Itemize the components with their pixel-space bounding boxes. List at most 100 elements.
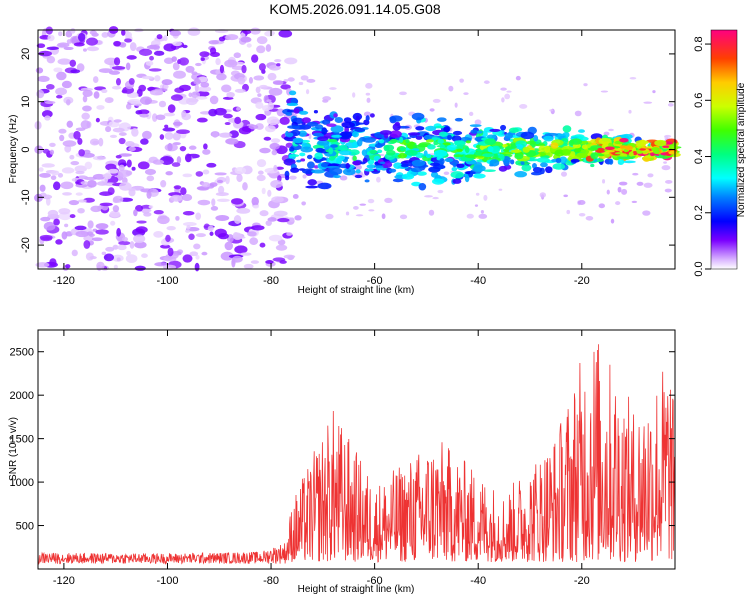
spectrogram-cell — [255, 86, 261, 94]
spectrogram-cell — [248, 76, 254, 84]
spectrogram-cell — [193, 243, 201, 250]
spectrogram-cell — [59, 134, 65, 142]
spectrogram-cell — [70, 35, 81, 45]
spectrogram-cell — [266, 116, 280, 126]
spectrogram-cell — [444, 157, 454, 163]
spectrogram-cell — [242, 182, 248, 191]
spectrogram-cell — [629, 77, 637, 80]
spectrogram-cell — [146, 44, 160, 50]
spectrogram-cell — [664, 188, 672, 193]
spectrogram-cell — [384, 197, 393, 203]
spectrogram-cell — [323, 142, 330, 151]
spectrogram-cell — [504, 93, 511, 100]
spectrogram-cell — [178, 57, 189, 66]
spectrogram-cell — [249, 237, 259, 246]
spectrogram-cell — [186, 225, 191, 230]
snr-y-label: SNR (10 * v/v) — [8, 417, 19, 481]
spectrogram-cell — [379, 161, 386, 165]
spectrogram-cell — [288, 90, 297, 96]
spectrogram-cell — [162, 127, 176, 132]
spectrogram-cell — [107, 187, 115, 195]
spectrogram-cell — [145, 60, 154, 66]
spectrogram-cell — [149, 89, 164, 96]
spectrogram-cell — [470, 129, 478, 134]
spectrogram-cell — [484, 138, 497, 146]
spectrogram-cell — [332, 174, 341, 179]
spectrogram-cell — [167, 247, 174, 257]
spectrogram-cell — [270, 179, 283, 189]
spectrogram-cell — [98, 68, 113, 74]
spectrogram-cell — [483, 80, 490, 84]
spectrogram-cell — [306, 78, 316, 83]
spectrogram-cell — [56, 71, 67, 81]
spectrogram-cell — [277, 218, 290, 223]
spectrogram-cell — [206, 162, 217, 168]
spectrogram-cell — [343, 117, 352, 123]
spectrogram-cell — [82, 48, 88, 52]
spectrogram-cell — [397, 152, 408, 159]
spectrogram-cell — [224, 59, 238, 68]
spectrogram-cell — [43, 221, 56, 231]
snr-xtick-label: -20 — [574, 575, 590, 587]
spectrogram-cell — [49, 258, 57, 267]
spectrogram-cell — [393, 162, 403, 169]
spectrogram-cell — [111, 85, 122, 90]
spectrogram-cell — [35, 262, 50, 268]
spectrogram-cell — [133, 234, 146, 244]
spectrogram-cell — [265, 260, 274, 264]
spectrogram-cell — [203, 143, 208, 150]
spectrogram-cell — [465, 146, 470, 154]
spectrogram-cell — [250, 27, 261, 35]
spectrogram-cell — [163, 112, 176, 117]
spectrogram-cell — [137, 161, 150, 170]
spectrogram-cell — [376, 176, 381, 183]
spectrogram-cell — [154, 262, 169, 267]
spectrogram-cell — [269, 142, 280, 150]
spectrogram-cell — [489, 128, 501, 133]
spectrogram-cell — [447, 134, 452, 141]
spectrogram-cell — [116, 227, 121, 237]
spectrogram-cell — [621, 188, 628, 195]
spectrogram-cell — [41, 163, 55, 168]
spectrogram-cell — [394, 121, 400, 127]
spectrogram-cell — [256, 45, 266, 54]
spectrogram-cell — [144, 168, 157, 176]
spectrogram-cell — [102, 173, 112, 179]
spectrogram-cell — [97, 205, 102, 212]
spectrogram-cell — [272, 80, 284, 86]
spectrogram-cell — [452, 178, 462, 184]
spectrogram-cell — [170, 94, 183, 101]
spectrogram-cell — [456, 144, 464, 151]
spectrogram-cell — [46, 84, 55, 90]
spectrogram-cell — [74, 165, 87, 173]
spectrogram-cell — [83, 240, 91, 249]
spectrogram-cell — [171, 56, 177, 62]
spectrogram-cell — [436, 117, 447, 122]
spectrogram-cell — [55, 239, 63, 245]
spectrogram-cell — [164, 132, 174, 140]
spectrogram-cell — [438, 131, 448, 137]
spectrogram-cell — [526, 140, 536, 145]
spectrogram-cell — [275, 244, 288, 251]
spectrogram-cell — [313, 110, 318, 114]
chart-title: KOM5.2026.091.14.05.G08 — [269, 1, 440, 17]
spectrogram-cell — [119, 42, 127, 48]
spectrogram-cell — [311, 169, 326, 174]
spectrogram-cell — [433, 149, 448, 158]
spectrogram-cell — [464, 174, 470, 183]
spectrogram-cell — [163, 43, 177, 52]
spectrogram-cell — [71, 249, 78, 257]
spectrogram-cell — [234, 116, 242, 125]
spectrogram-cell — [77, 32, 86, 42]
spectrogram-cell — [501, 97, 505, 103]
spectrogram-cell — [298, 81, 304, 86]
spectrogram-cell — [81, 112, 90, 120]
spectrogram-cell — [510, 159, 515, 165]
spectrogram-cell — [487, 145, 494, 153]
spectrogram-cell — [399, 214, 408, 220]
spectrogram-cell — [75, 192, 83, 196]
spectrogram-cell — [159, 83, 169, 90]
spectrogram-cell — [451, 167, 458, 172]
spectrogram-cell — [469, 111, 474, 117]
spectrogram-cell — [45, 26, 53, 35]
